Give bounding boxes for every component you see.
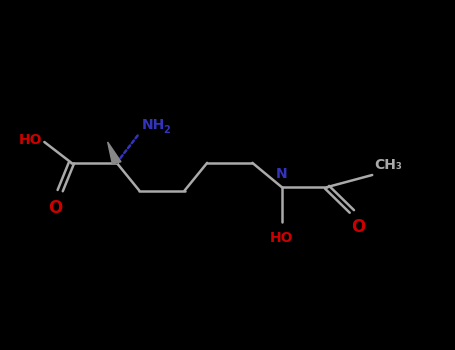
Text: HO: HO — [19, 133, 42, 147]
Text: 2: 2 — [164, 125, 171, 135]
Text: NH: NH — [142, 118, 165, 132]
Text: O: O — [49, 199, 63, 217]
Text: CH₃: CH₃ — [374, 158, 402, 172]
Text: HO: HO — [270, 231, 293, 245]
Text: N: N — [276, 167, 288, 181]
Polygon shape — [108, 142, 121, 164]
Text: O: O — [352, 218, 366, 236]
